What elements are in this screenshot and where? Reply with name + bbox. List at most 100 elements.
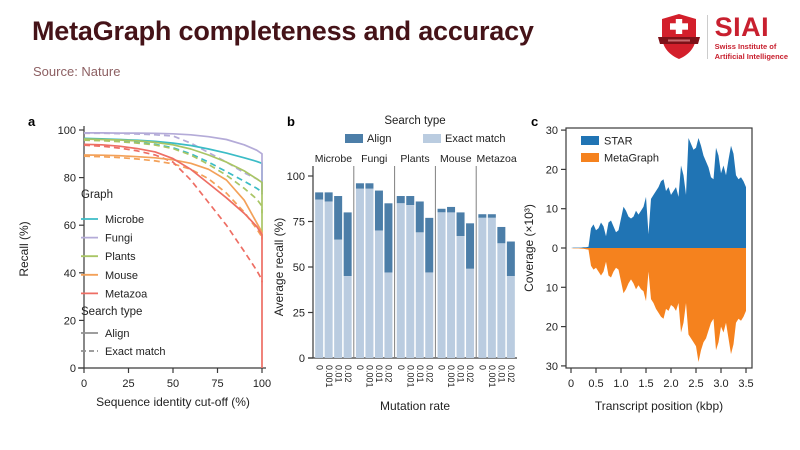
legend-align-swatch: [345, 134, 363, 143]
x-tick-label: 0: [568, 378, 574, 390]
figure: a 0 20 40 60 80 100 0 25 50 75 100 Recall (%) Sequenc…: [12, 108, 792, 420]
bar-align-metazoa-0.001: [487, 214, 496, 218]
y-tick-label: 20: [546, 164, 558, 176]
legend-exact-label: Exact match: [445, 133, 506, 145]
bar-align-fungi-0.01: [374, 190, 383, 231]
x-tick-label: 3.5: [738, 378, 753, 390]
x-tick-label: 0.02: [424, 365, 434, 383]
bar-exact-fungi-0.001: [365, 188, 374, 359]
legend-align-label: Align: [367, 133, 391, 145]
y-tick-label: 0: [552, 243, 558, 255]
y-tick-label: 20: [64, 315, 76, 327]
panel-c-label: c: [531, 114, 538, 129]
x-axis-title: Sequence identity cut-off (%): [96, 395, 250, 409]
legend-label-microbe: Microbe: [105, 214, 144, 226]
logo-banner-text: [667, 39, 690, 42]
legend-align-label: Align: [105, 328, 129, 340]
bar-align-microbe-0.01: [334, 196, 343, 240]
bar-align-plants-0: [396, 196, 405, 204]
bar-exact-fungi-0.02: [384, 272, 393, 358]
x-tick-label: 0.001: [405, 365, 415, 388]
bar-exact-mouse-0.01: [456, 236, 465, 358]
legend-star-swatch: [581, 136, 599, 145]
bar-exact-metazoa-0.001: [487, 217, 496, 358]
bar-exact-plants-0.001: [406, 205, 415, 359]
legend-star-label: STAR: [604, 136, 633, 148]
y-tick-label: 10: [546, 282, 558, 294]
legend-title: Search type: [384, 115, 445, 127]
area-star: [571, 138, 746, 248]
bar-exact-plants-0: [396, 203, 405, 358]
bar-exact-microbe-0: [315, 199, 324, 358]
x-tick-label: 0: [355, 365, 365, 370]
bar-align-mouse-0.01: [456, 212, 465, 237]
bar-align-metazoa-0.01: [497, 226, 506, 244]
y-tick-label: 10: [546, 204, 558, 216]
y-axis-title: Average recall (%): [272, 218, 286, 316]
bar-exact-metazoa-0.01: [497, 243, 506, 359]
x-tick-label: 0.02: [465, 365, 475, 383]
logo-subtitle-2: Artificial Intelligence: [714, 51, 788, 61]
bar-align-microbe-0: [315, 192, 324, 200]
bar-align-metazoa-0: [478, 214, 487, 218]
x-tick-label: 0.001: [365, 365, 375, 388]
bar-align-plants-0.001: [406, 196, 415, 206]
series-plants-dashed: [83, 139, 263, 214]
series-mouse-dashed: [83, 155, 263, 240]
panel-a-label: a: [28, 114, 36, 129]
siai-shield-icon: [657, 14, 700, 59]
series-fungi-solid: [84, 132, 263, 195]
x-tick-label: 0.01: [333, 365, 343, 383]
y-tick-label: 50: [293, 262, 305, 274]
logo-name: SIAI: [714, 12, 770, 42]
x-tick-label: 50: [167, 378, 179, 390]
logo-subtitle-1: Swiss Institute of: [714, 42, 777, 51]
y-tick-label: 30: [546, 361, 558, 373]
x-tick-label: 0: [396, 365, 406, 370]
bar-align-mouse-0: [437, 208, 446, 213]
group-label-metazoa: Metazoa: [476, 153, 516, 165]
bar-exact-fungi-0: [355, 188, 364, 359]
series-mouse-solid: [83, 154, 263, 240]
legend-metagraph-label: MetaGraph: [604, 153, 659, 165]
x-tick-label: 0.001: [487, 365, 497, 388]
y-tick-label: 100: [287, 171, 305, 183]
bar-align-mouse-0.02: [466, 223, 475, 269]
legend-label-metazoa: Metazoa: [105, 288, 148, 300]
series-metazoa-solid: [83, 143, 263, 368]
x-tick-label: 2.5: [688, 378, 703, 390]
bar-exact-mouse-0.02: [466, 268, 475, 359]
panel-a-line-chart: a 0 20 40 60 80 100 0 25 50 75 100 Recall (%) Sequenc…: [17, 114, 271, 409]
y-axis-title: Recall (%): [17, 221, 31, 276]
x-tick-label: 0.01: [374, 365, 384, 383]
legend-exact-swatch: [423, 134, 441, 143]
x-tick-label: 0.01: [456, 365, 466, 383]
panel-c-coverage-chart: c 30 20 10 0 10 20 30 0 0.5 1.0 1.5 2.0 2.5 3.0 3.5 Cove…: [522, 114, 754, 413]
group-label-plants: Plants: [400, 153, 429, 165]
legend-label-mouse: Mouse: [105, 270, 138, 282]
panel-b-bar-chart: b Search type Align Exact match 0 25 50 75 100 Av…: [272, 114, 517, 413]
y-tick-label: 30: [546, 125, 558, 137]
x-tick-label: 3.0: [713, 378, 728, 390]
group-label-microbe: Microbe: [315, 153, 353, 165]
x-tick-label: 0: [81, 378, 87, 390]
source-line: Source: Nature: [33, 64, 121, 79]
y-tick-label: 75: [293, 217, 305, 229]
bar-exact-plants-0.01: [415, 232, 424, 359]
series-metazoa-dashed: [83, 144, 263, 283]
x-tick-label: 0.02: [384, 365, 394, 383]
legend-metagraph-swatch: [581, 153, 599, 162]
x-tick-label: 0.02: [343, 365, 353, 383]
bar-align-fungi-0.001: [365, 183, 374, 189]
logo-text: SIAI Swiss Institute of Artificial Intel…: [715, 14, 788, 60]
x-tick-label: 1.0: [613, 378, 628, 390]
x-tick-label: 2.0: [663, 378, 678, 390]
x-tick-label: 0.02: [506, 365, 516, 383]
x-tick-label: 0.01: [496, 365, 506, 383]
bar-exact-fungi-0.01: [374, 230, 383, 358]
bar-align-microbe-0.02: [343, 212, 352, 277]
y-tick-label: 80: [64, 173, 76, 185]
y-tick-label: 40: [64, 268, 76, 280]
bar-exact-metazoa-0.02: [506, 276, 515, 358]
y-tick-label: 0: [299, 353, 305, 365]
